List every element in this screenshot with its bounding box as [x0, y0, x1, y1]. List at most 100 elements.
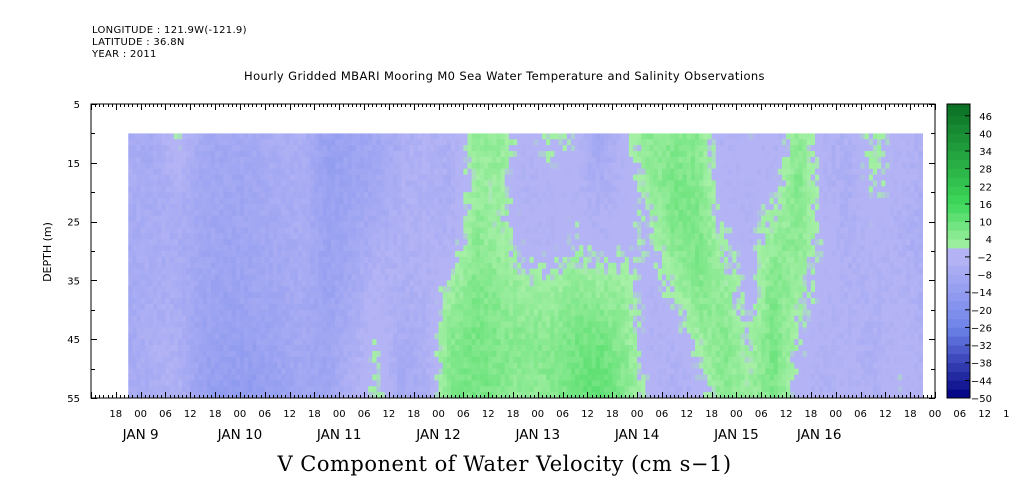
heatmap-cell [364, 245, 369, 252]
heatmap-cell [521, 186, 526, 193]
heatmap-cell [302, 198, 307, 205]
heatmap-cell [554, 339, 559, 346]
heatmap-cell [322, 151, 328, 158]
heatmap-cell [231, 333, 237, 340]
heatmap-cell [206, 380, 212, 387]
heatmap-cell [517, 133, 522, 140]
heatmap-cell [484, 392, 489, 399]
heatmap-cell [517, 356, 522, 364]
heatmap-cell [235, 362, 241, 369]
heatmap-cell [153, 350, 158, 358]
heatmap-cell [223, 333, 228, 340]
heatmap-cell [157, 233, 162, 240]
heatmap-cell [136, 333, 142, 340]
heatmap-cell [161, 380, 166, 387]
heatmap-cell [285, 362, 290, 369]
heatmap-cell [364, 203, 369, 211]
heatmap-cell [417, 186, 423, 193]
heatmap-cell [157, 286, 162, 293]
heatmap-cell [248, 198, 253, 205]
heatmap-cell [310, 133, 315, 140]
heatmap-cell [388, 174, 394, 181]
heatmap-cell [231, 286, 237, 293]
heatmap-cell [347, 156, 353, 164]
heatmap-cell [198, 221, 204, 228]
heatmap-cell [177, 386, 183, 393]
heatmap-cell [244, 280, 249, 287]
heatmap-cell [355, 156, 361, 164]
heatmap-cell [397, 321, 402, 328]
heatmap-cell [438, 186, 444, 193]
heatmap-cell [393, 327, 398, 334]
heatmap-cell [244, 245, 249, 252]
heatmap-cell [467, 227, 473, 234]
heatmap-cell [148, 274, 154, 281]
heatmap-cell [186, 392, 191, 399]
heatmap-cell [277, 321, 282, 328]
heatmap-cell [235, 151, 241, 158]
heatmap-cell [157, 392, 162, 399]
heatmap-cell [393, 315, 398, 322]
heatmap-cell [517, 374, 522, 381]
heatmap-cell [198, 192, 204, 199]
heatmap-cell [318, 262, 324, 270]
heatmap-cell [455, 268, 460, 275]
heatmap-cell [322, 215, 328, 222]
heatmap-cell [364, 209, 369, 217]
heatmap-cell [459, 339, 464, 346]
heatmap-cell [310, 327, 315, 334]
heatmap-cell [264, 139, 270, 146]
heatmap-cell [347, 174, 353, 181]
heatmap-cell [537, 374, 543, 381]
heatmap-cell [326, 280, 332, 287]
heatmap-cell [273, 198, 278, 205]
heatmap-cell [248, 168, 253, 175]
heatmap-cell [248, 345, 253, 352]
heatmap-cell [562, 221, 568, 228]
heatmap-cell [231, 380, 237, 387]
heatmap-cell [144, 256, 150, 264]
heatmap-cell [194, 145, 199, 152]
heatmap-cell [289, 327, 295, 334]
heatmap-cell [484, 327, 489, 334]
heatmap-cell [368, 315, 373, 322]
heatmap-cell [513, 321, 518, 328]
heatmap-cell [169, 327, 175, 334]
heatmap-cell [517, 268, 522, 275]
heatmap-cell [351, 386, 357, 393]
heatmap-cell [525, 386, 530, 393]
heatmap-cell [297, 180, 303, 187]
heatmap-cell [579, 298, 584, 305]
heatmap-cell [430, 280, 435, 287]
heatmap-cell [401, 339, 406, 346]
heatmap-cell [277, 203, 282, 211]
heatmap-cell [128, 168, 133, 175]
heatmap-cell [513, 168, 518, 175]
heatmap-cell [492, 145, 497, 152]
heatmap-cell [554, 215, 559, 222]
heatmap-cell [268, 221, 274, 228]
heatmap-cell [566, 221, 572, 228]
heatmap-cell [297, 139, 303, 146]
heatmap-cell [310, 198, 315, 205]
chart-title: Hourly Gridded MBARI Mooring M0 Sea Wate… [244, 69, 765, 83]
heatmap-cell [198, 180, 204, 187]
heatmap-cell [277, 303, 282, 311]
heatmap-cell [173, 209, 179, 217]
heatmap-cell [310, 256, 315, 264]
heatmap-cell [558, 350, 564, 358]
heatmap-cell [484, 298, 489, 305]
heatmap-cell [268, 362, 274, 369]
heatmap-cell [513, 298, 518, 305]
heatmap-cell [289, 221, 295, 228]
heatmap-cell [397, 174, 402, 181]
heatmap-cell [405, 239, 410, 246]
heatmap-cell [537, 139, 543, 146]
heatmap-cell [558, 203, 564, 211]
heatmap-cell [281, 174, 286, 181]
heatmap-cell [450, 180, 456, 187]
heatmap-cell [306, 215, 311, 222]
heatmap-cell [355, 321, 361, 328]
heatmap-cell [140, 162, 146, 170]
heatmap-cell [405, 139, 410, 146]
